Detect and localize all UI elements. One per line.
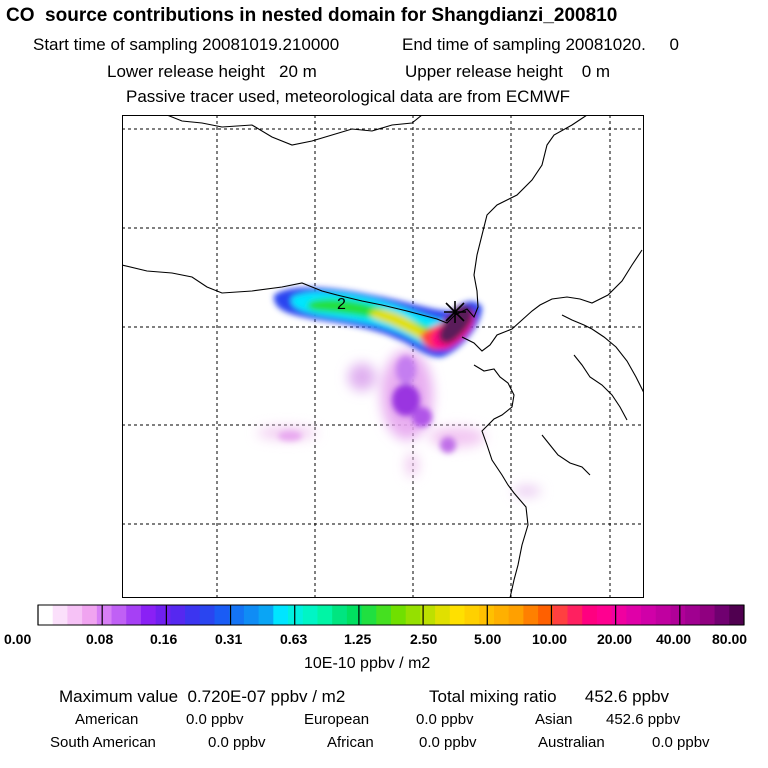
colorbar-tick: 5.00 xyxy=(474,631,502,647)
max-value-label: Maximum value 0.720E-07 ppbv / m2 xyxy=(59,687,346,706)
colorbar-tick: 0.31 xyxy=(215,631,243,647)
upper-release-label: Upper release height 0 m xyxy=(405,62,611,81)
colorbar-tick: 1.25 xyxy=(344,631,372,647)
colorbar-swatch xyxy=(346,605,363,625)
coastlines xyxy=(122,115,644,598)
colorbar-swatch xyxy=(376,605,392,625)
colorbar-tick: 0.08 xyxy=(86,631,114,647)
colorbar-swatch xyxy=(567,605,583,625)
australian-label: Australian xyxy=(538,734,605,751)
colorbar-swatch xyxy=(199,605,215,625)
american-label: American xyxy=(75,711,139,728)
colorbar-swatch xyxy=(361,605,377,625)
african-label: African xyxy=(327,734,374,751)
colorbar-swatch xyxy=(685,605,701,625)
colorbar-swatch xyxy=(302,605,318,625)
map-frame xyxy=(122,115,644,598)
asian-label: Asian xyxy=(535,711,573,728)
lower-release-label: Lower release height 20 m xyxy=(107,62,317,81)
colorbar-swatch xyxy=(670,605,686,625)
colorbar-swatch xyxy=(288,605,304,625)
colorbar-swatch xyxy=(714,605,730,625)
colorbar-swatch xyxy=(82,605,98,625)
colorbar-swatch xyxy=(214,605,230,625)
colorbar-tick: 10.00 xyxy=(532,631,568,647)
south-american-label: South American xyxy=(50,734,156,751)
colorbar-swatch xyxy=(243,605,260,625)
colorbar-swatch xyxy=(67,605,83,625)
colorbar-swatch xyxy=(273,605,289,625)
colorbar-swatch xyxy=(435,605,451,625)
colorbar-swatch xyxy=(332,605,348,625)
european-value: 0.0 ppbv xyxy=(416,711,474,728)
colorbar-swatch xyxy=(552,605,568,625)
plume-main xyxy=(273,287,482,358)
colorbar-swatch xyxy=(391,605,407,625)
colorbar-swatch xyxy=(626,605,642,625)
colorbar-swatch xyxy=(420,605,436,625)
colorbar-tick: 0.63 xyxy=(280,631,308,647)
total-mixing-ratio-label: Total mixing ratio 452.6 ppbv xyxy=(429,687,670,706)
colorbar xyxy=(37,604,745,626)
colorbar-swatch xyxy=(729,605,745,625)
colorbar-swatch xyxy=(317,605,333,625)
african-value: 0.0 ppbv xyxy=(419,734,477,751)
colorbar-swatch xyxy=(493,605,510,625)
colorbar-swatch xyxy=(464,605,480,625)
colorbar-tick: 2.50 xyxy=(410,631,438,647)
map-panel: 2 xyxy=(122,115,644,598)
colorbar-swatch xyxy=(596,605,613,625)
colorbar-swatch xyxy=(111,605,127,625)
asian-value: 452.6 ppbv xyxy=(606,711,681,728)
colorbar-tick: 40.00 xyxy=(656,631,692,647)
colorbar-swatch xyxy=(126,605,142,625)
colorbar-frame xyxy=(37,604,745,626)
american-value: 0.0 ppbv xyxy=(186,711,244,728)
colorbar-swatch xyxy=(405,605,421,625)
colorbar-swatch xyxy=(538,605,554,625)
colorbar-swatch xyxy=(229,605,245,625)
colorbar-tick: 20.00 xyxy=(597,631,633,647)
colorbar-unit-label: 10E-10 ppbv / m2 xyxy=(304,655,431,672)
colorbar-swatch xyxy=(699,605,716,625)
chart-title: CO source contributions in nested domain… xyxy=(6,5,618,26)
plume-medium xyxy=(278,356,456,453)
colorbar-swatch xyxy=(611,605,627,625)
colorbar-swatch xyxy=(258,605,274,625)
colorbar-swatch xyxy=(38,605,54,625)
colorbar-swatch xyxy=(655,605,671,625)
european-label: European xyxy=(304,711,370,728)
colorbar-swatch xyxy=(52,605,68,625)
colorbar-swatch xyxy=(508,605,524,625)
map-gridlines xyxy=(122,115,644,598)
colorbar-swatch xyxy=(185,605,201,625)
tracer-note: Passive tracer used, meteorological data… xyxy=(126,87,571,106)
colorbar-swatch xyxy=(523,605,539,625)
colorbar-swatch xyxy=(641,605,657,625)
colorbar-swatch xyxy=(582,605,598,625)
colorbar-swatch xyxy=(155,605,171,625)
colorbar-tick: 0.00 xyxy=(4,631,32,647)
colorbar-swatch xyxy=(449,605,466,625)
south-american-value: 0.0 ppbv xyxy=(208,734,266,751)
start-time-label: Start time of sampling 20081019.210000 xyxy=(33,35,340,54)
colorbar-tick: 0.16 xyxy=(150,631,178,647)
colorbar-swatch xyxy=(140,605,157,625)
australian-value: 0.0 ppbv xyxy=(652,734,710,751)
contour-label-2: 2 xyxy=(337,296,346,313)
colorbar-tick: 80.00 xyxy=(712,631,748,647)
colorbar-swatch xyxy=(96,605,113,625)
colorbar-swatch xyxy=(170,605,186,625)
x-marker-icon xyxy=(444,301,466,323)
end-time-label: End time of sampling 20081020. 0 xyxy=(402,35,679,54)
